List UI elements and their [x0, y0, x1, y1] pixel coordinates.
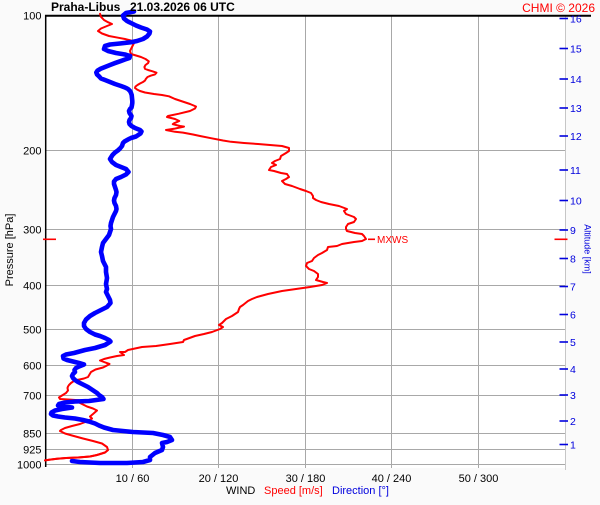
svg-text:7: 7 [570, 281, 576, 293]
svg-text:200: 200 [23, 146, 41, 158]
svg-text:2: 2 [570, 416, 576, 428]
svg-text:925: 925 [23, 445, 41, 457]
svg-text:850: 850 [23, 429, 41, 441]
svg-text:Pressure [hPa]: Pressure [hPa] [4, 214, 16, 287]
svg-text:6: 6 [570, 309, 576, 321]
svg-text:WIND: WIND [226, 485, 255, 497]
svg-text:Speed [m/s]: Speed [m/s] [264, 485, 323, 497]
svg-text:21.03.2026 06 UTC: 21.03.2026 06 UTC [130, 0, 235, 14]
svg-text:500: 500 [23, 325, 41, 337]
svg-text:14: 14 [570, 74, 582, 86]
svg-text:MXWS: MXWS [377, 235, 408, 246]
svg-text:10 / 60: 10 / 60 [116, 473, 150, 485]
svg-text:100: 100 [23, 11, 41, 23]
svg-text:600: 600 [23, 361, 41, 373]
svg-text:1000: 1000 [17, 460, 41, 472]
svg-text:13: 13 [570, 103, 582, 115]
svg-text:Praha-Libus: Praha-Libus [51, 0, 121, 14]
svg-text:4: 4 [570, 364, 576, 376]
svg-text:50 / 300: 50 / 300 [459, 473, 499, 485]
svg-text:12: 12 [570, 131, 582, 143]
svg-text:30 / 180: 30 / 180 [286, 473, 326, 485]
svg-text:700: 700 [23, 391, 41, 403]
svg-text:3: 3 [570, 390, 576, 402]
svg-text:40 / 240: 40 / 240 [372, 473, 412, 485]
svg-text:5: 5 [570, 337, 576, 349]
svg-text:11: 11 [570, 165, 581, 177]
svg-text:20 / 120: 20 / 120 [199, 473, 239, 485]
svg-text:15: 15 [570, 43, 582, 55]
svg-text:1: 1 [570, 439, 576, 451]
svg-text:16: 16 [570, 13, 582, 25]
svg-text:300: 300 [23, 225, 41, 237]
svg-text:CHMI © 2026: CHMI © 2026 [522, 1, 595, 15]
svg-text:10: 10 [570, 195, 582, 207]
svg-text:8: 8 [570, 253, 576, 265]
svg-text:Altitude [km]: Altitude [km] [583, 224, 593, 274]
svg-text:400: 400 [23, 281, 41, 293]
svg-text:Direction [°]: Direction [°] [332, 485, 389, 497]
svg-text:9: 9 [570, 225, 576, 237]
